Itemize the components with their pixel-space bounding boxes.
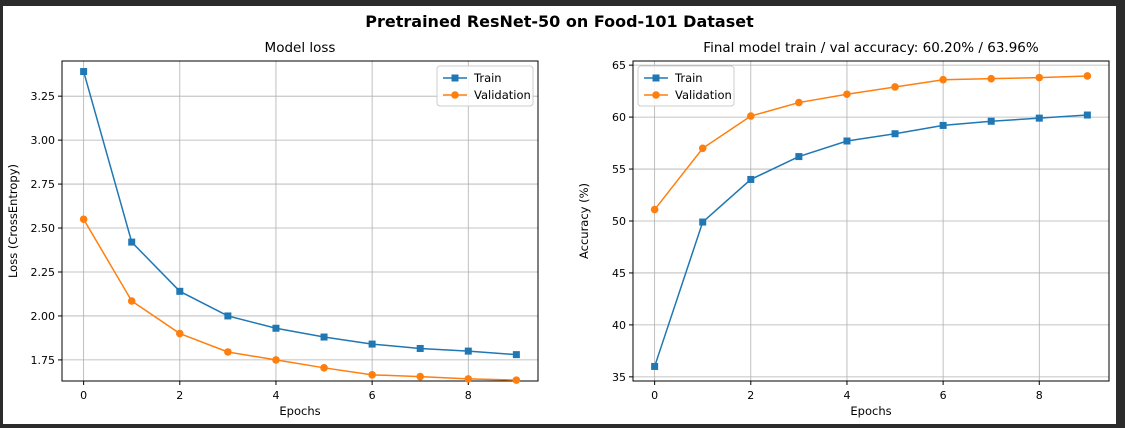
legend-label-train: Train <box>674 71 703 85</box>
series-line-validation <box>82 218 517 381</box>
data-point-train <box>464 347 472 355</box>
data-point-train <box>224 312 232 320</box>
x-axis-label: Epochs <box>850 404 891 418</box>
chart-title: Model loss <box>265 40 336 56</box>
series-line-train <box>653 114 1088 367</box>
data-point-validation <box>746 112 755 120</box>
legend-marker-train <box>451 74 459 82</box>
y-tick-label: 40 <box>612 319 626 332</box>
x-tick-label: 4 <box>843 389 850 402</box>
x-tick-label: 2 <box>747 389 754 402</box>
legend-label-validation: Validation <box>675 88 732 102</box>
x-tick-label: 0 <box>651 389 658 402</box>
data-point-validation <box>891 83 899 91</box>
data-point-validation <box>987 74 996 83</box>
data-point-validation <box>939 75 947 84</box>
data-point-validation <box>368 371 376 379</box>
data-point-train <box>747 175 755 183</box>
x-tick-label: 6 <box>940 389 947 402</box>
data-point-train <box>699 218 707 226</box>
data-point-train <box>80 68 88 76</box>
data-point-validation <box>1083 72 1092 80</box>
data-point-train <box>1035 114 1043 122</box>
charts-canvas: 0 2 4 6 8 1.75 2.00 2.25 2.50 2.75 3.00 3.25 Model l… <box>6 40 1110 418</box>
data-point-validation <box>127 297 136 305</box>
figure-title: Pretrained ResNet-50 on Food-101 Dataset <box>365 12 754 31</box>
accuracy-chart: 0 2 4 6 8 35 40 45 50 55 60 65 Final model train / v… <box>577 40 1110 418</box>
y-axis-label: Loss (CrossEntropy) <box>6 164 20 278</box>
plot-frame <box>61 60 539 382</box>
data-point-validation <box>843 90 851 99</box>
legend-label-validation: Validation <box>474 88 531 102</box>
x-axis-label: Epochs <box>279 404 320 418</box>
data-point-validation <box>175 329 184 338</box>
data-point-train <box>987 117 995 125</box>
y-tick-label: 2.00 <box>31 310 56 323</box>
data-point-train <box>512 351 520 359</box>
y-tick-label: 2.25 <box>31 266 56 279</box>
data-point-validation <box>224 348 232 356</box>
y-tick-label: 50 <box>612 215 626 228</box>
data-point-train <box>939 121 947 129</box>
series-line-validation <box>654 75 1088 211</box>
data-point-validation <box>79 215 88 224</box>
data-point-validation <box>320 364 328 372</box>
series-line-train <box>82 71 517 356</box>
data-point-train <box>843 137 851 145</box>
x-tick-label: 6 <box>369 389 376 402</box>
data-point-train <box>272 324 280 332</box>
legend-marker-validation <box>451 91 459 99</box>
y-tick-label: 65 <box>612 59 626 72</box>
legend-label-train: Train <box>473 71 502 85</box>
y-tick-label: 45 <box>612 267 626 280</box>
data-point-train <box>891 130 899 138</box>
legend-marker-train <box>652 74 660 82</box>
data-point-validation <box>698 144 707 153</box>
y-axis-label: Accuracy (%) <box>577 183 591 259</box>
data-point-validation <box>1035 73 1044 82</box>
data-point-validation <box>464 375 473 383</box>
data-point-train <box>128 238 136 246</box>
y-tick-label: 1.75 <box>31 354 56 367</box>
data-point-train <box>795 153 803 161</box>
y-tick-label: 55 <box>612 163 626 176</box>
x-tick-label: 8 <box>465 389 472 402</box>
y-tick-label: 2.75 <box>31 178 56 191</box>
data-point-validation <box>650 205 659 214</box>
y-tick-label: 3.25 <box>31 90 56 103</box>
y-tick-label: 60 <box>612 111 626 124</box>
data-point-train <box>651 362 659 370</box>
legend-marker-validation <box>652 91 660 99</box>
y-tick-label: 2.50 <box>31 222 56 235</box>
y-tick-label: 35 <box>612 371 626 384</box>
loss-chart: 0 2 4 6 8 1.75 2.00 2.25 2.50 2.75 3.00 3.25 Model l… <box>6 40 539 418</box>
data-point-validation <box>272 356 280 364</box>
legend-box <box>436 65 534 107</box>
data-point-train <box>416 344 424 352</box>
data-point-train <box>320 333 328 341</box>
data-point-train <box>1083 111 1091 119</box>
figure: Pretrained ResNet-50 on Food-101 Dataset… <box>3 6 1116 424</box>
legend: Train Validation <box>436 65 534 107</box>
y-tick-label: 3.00 <box>31 134 56 147</box>
data-point-validation <box>416 372 425 381</box>
x-tick-label: 4 <box>272 389 279 402</box>
data-point-validation <box>512 376 521 384</box>
legend-box <box>637 65 735 107</box>
data-point-train <box>176 287 184 295</box>
x-tick-label: 2 <box>176 389 183 402</box>
x-tick-label: 0 <box>80 389 87 402</box>
x-tick-label: 8 <box>1036 389 1043 402</box>
data-point-validation <box>795 98 803 107</box>
chart-title: Final model train / val accuracy: 60.20%… <box>703 40 1039 56</box>
legend: Train Validation <box>637 65 735 107</box>
data-point-train <box>368 340 376 348</box>
